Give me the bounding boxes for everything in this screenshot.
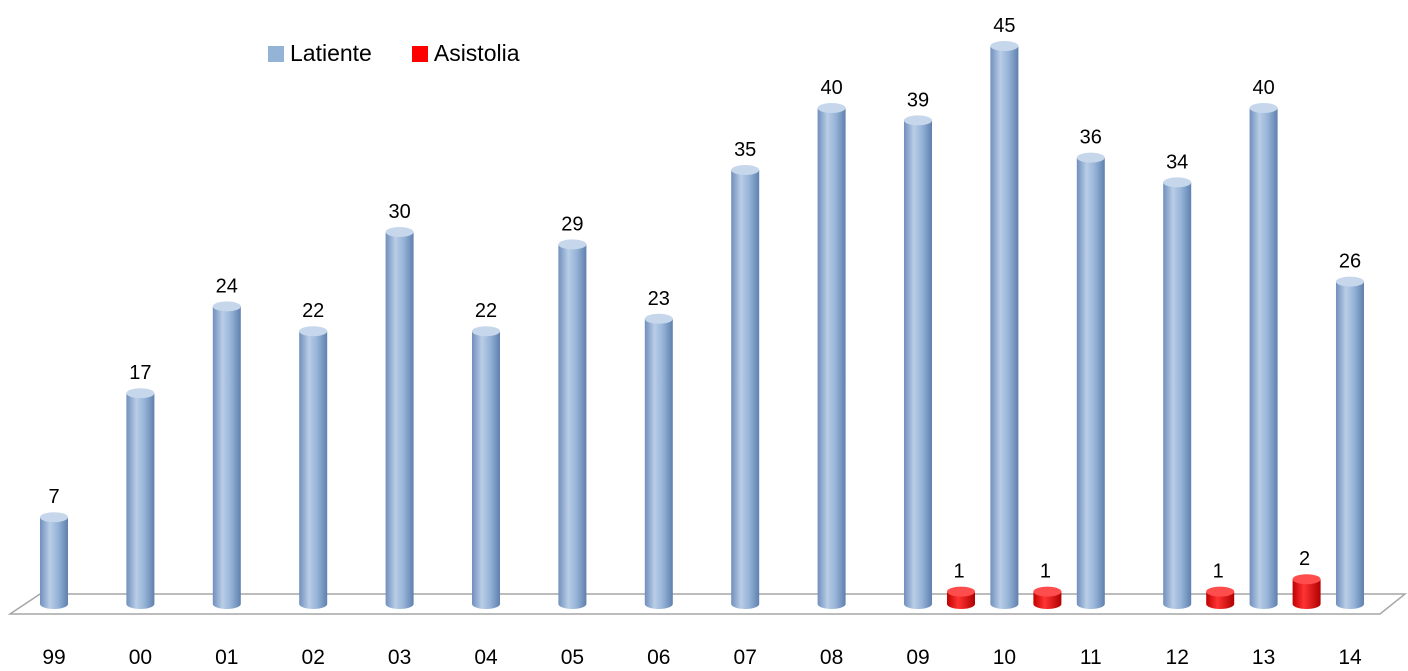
- x-tick-labels-group: 99 00 01 02 03 04 05 06 07 08 09 10 11 12 13 14: [42, 646, 1362, 669]
- legend-swatch-latiente: [268, 45, 284, 62]
- bar-latiente-00: [126, 388, 155, 609]
- data-label-latiente-02: 22: [302, 300, 324, 322]
- bar-latiente-06: [644, 313, 673, 609]
- bar-asistolia-10: [1033, 586, 1062, 609]
- x-tick-label-11: 11: [1080, 646, 1102, 669]
- data-label-latiente-05: 29: [561, 213, 583, 235]
- data-label-latiente-10: 45: [993, 15, 1015, 37]
- x-tick-label-06: 06: [647, 646, 670, 669]
- x-tick-label-10: 10: [993, 646, 1016, 669]
- data-label-latiente-14: 26: [1339, 251, 1361, 273]
- x-tick-label-09: 09: [906, 646, 929, 669]
- x-tick-label-99: 99: [42, 646, 65, 669]
- bar-latiente-10: [990, 41, 1019, 609]
- bar-latiente-09: [904, 115, 932, 610]
- data-label-latiente-06: 23: [648, 288, 670, 310]
- data-label-asistolia-12: 1: [1213, 561, 1224, 583]
- data-label-latiente-99: 7: [48, 486, 59, 508]
- bar-latiente-01: [212, 301, 241, 609]
- data-label-latiente-13: 40: [1252, 77, 1274, 99]
- legend: Latiente Asistolia: [268, 40, 560, 67]
- data-label-latiente-08: 40: [820, 77, 842, 99]
- legend-item-latiente: Latiente: [268, 40, 372, 67]
- data-label-asistolia-10: 1: [1040, 561, 1051, 583]
- data-label-latiente-04: 22: [475, 300, 497, 322]
- legend-item-asistolia: Asistolia: [411, 40, 520, 67]
- bar-latiente-13: [1249, 103, 1278, 609]
- x-tick-label-07: 07: [734, 646, 757, 669]
- data-label-latiente-07: 35: [734, 139, 756, 161]
- bar-latiente-04: [472, 326, 500, 609]
- bars-group: [40, 41, 1364, 610]
- data-label-latiente-11: 36: [1080, 127, 1102, 149]
- bar-latiente-14: [1336, 276, 1364, 609]
- x-tick-label-14: 14: [1338, 646, 1362, 669]
- data-label-asistolia-09: 1: [953, 561, 964, 583]
- x-tick-label-03: 03: [388, 646, 411, 669]
- bar-asistolia-13: [1292, 574, 1321, 609]
- bar-latiente-11: [1076, 152, 1105, 609]
- legend-label-latiente: Latiente: [290, 40, 372, 66]
- legend-swatch-asistolia: [411, 45, 428, 62]
- bar-latiente-05: [558, 239, 587, 609]
- bar-asistolia-12: [1206, 586, 1235, 609]
- x-tick-label-08: 08: [820, 646, 843, 669]
- x-tick-label-13: 13: [1252, 646, 1275, 669]
- x-tick-label-12: 12: [1166, 646, 1189, 669]
- x-tick-label-02: 02: [302, 646, 325, 669]
- data-labels-group: 7 17 24 22 30 22 29 23 35 40 39 1 45 1 36 34 1 40 2 26: [48, 15, 1361, 583]
- legend-label-asistolia: Asistolia: [433, 40, 520, 66]
- data-label-latiente-03: 30: [388, 201, 410, 223]
- x-tick-label-00: 00: [129, 646, 152, 669]
- bar-latiente-99: [40, 512, 68, 609]
- x-tick-label-05: 05: [561, 646, 584, 669]
- x-tick-label-01: 01: [215, 646, 238, 669]
- data-label-latiente-01: 24: [216, 275, 238, 297]
- bar-latiente-07: [731, 165, 760, 609]
- bar-latiente-03: [385, 227, 414, 609]
- bar-latiente-12: [1163, 177, 1192, 609]
- bar-latiente-08: [817, 103, 846, 609]
- data-label-latiente-12: 34: [1166, 151, 1188, 173]
- bar-latiente-02: [299, 326, 328, 609]
- data-label-latiente-00: 17: [129, 362, 151, 384]
- data-label-asistolia-13: 2: [1299, 548, 1310, 570]
- bar-asistolia-09: [947, 586, 975, 609]
- data-label-latiente-09: 39: [907, 89, 929, 111]
- x-tick-label-04: 04: [474, 646, 498, 669]
